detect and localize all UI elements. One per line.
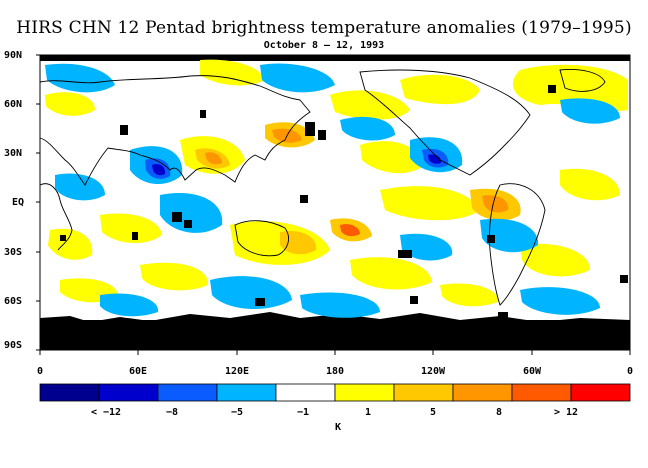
africa-outline [39, 183, 73, 251]
anomaly-patch [560, 168, 620, 201]
colorbar [39, 383, 631, 402]
south-america-outline [489, 183, 546, 306]
missing-cell [300, 195, 308, 203]
missing-cell [60, 235, 66, 241]
anomaly-patch [300, 292, 380, 318]
missing-cell [255, 298, 265, 306]
anomaly-patch [205, 152, 222, 165]
anomaly-patch [340, 116, 395, 141]
missing-cell [318, 130, 326, 140]
missing-cell [184, 220, 192, 228]
missing-cell [132, 232, 138, 240]
colorbar-label: −8 [165, 407, 179, 418]
anomaly-patch [400, 74, 480, 105]
coastlines [39, 69, 606, 306]
colorbar-label: 8 [495, 407, 503, 418]
colorbar-swatch [39, 383, 100, 402]
lat-label: 90S [4, 340, 23, 351]
anomaly-patch [48, 228, 93, 260]
anomaly-patch [520, 243, 590, 277]
colorbar-swatch [157, 383, 218, 402]
lon-label: 120W [420, 366, 446, 377]
anomaly-patch [152, 164, 166, 176]
anomaly-patch [160, 193, 223, 233]
missing-cell [487, 235, 495, 243]
colorbar-swatch [334, 383, 395, 402]
colorbar-swatch [393, 383, 454, 402]
lat-label: 60S [4, 296, 23, 307]
colorbar-label: 1 [364, 407, 372, 418]
map-title: HIRS CHN 12 Pentad brightness temperatur… [16, 18, 632, 38]
missing-cell [498, 312, 508, 320]
antarctic-edge [40, 312, 630, 330]
anomaly-patch [330, 90, 410, 120]
anomaly-patch [350, 257, 432, 290]
anomaly-patch [100, 213, 162, 244]
colorbar-label: −5 [230, 407, 244, 418]
lon-label: 180 [325, 366, 345, 377]
colorbar-swatch [98, 383, 159, 402]
missing-cell [548, 85, 556, 93]
anomaly-patch [400, 233, 453, 261]
colorbar-unit: K [335, 422, 342, 433]
lat-label: 90N [4, 50, 23, 61]
colorbar-swatch [452, 383, 513, 402]
anomaly-patch [360, 141, 425, 174]
lon-label: 60E [128, 366, 148, 377]
colorbar-label: −1 [296, 407, 310, 418]
lon-label: 0 [626, 366, 634, 377]
lat-label: 30N [4, 148, 23, 159]
missing-cell [410, 296, 418, 304]
anomaly-patch [45, 92, 95, 116]
anomaly-patch [45, 63, 115, 93]
colorbar-swatch [570, 383, 631, 402]
map-panel [39, 54, 631, 351]
lat-label: 30S [4, 247, 23, 258]
missing-cell [120, 125, 128, 135]
lon-label: 0 [36, 366, 44, 377]
missing-data-cells [60, 85, 628, 320]
colorbar-swatch [216, 383, 277, 402]
map-subtitle: October 8 – 12, 1993 [263, 40, 385, 51]
anomaly-patch [428, 154, 442, 164]
negative-anomalies [45, 63, 620, 318]
anomaly-patch [560, 98, 620, 124]
missing-cell [620, 275, 628, 283]
colorbar-label: < −12 [90, 407, 122, 418]
lat-label: EQ [12, 197, 25, 208]
greenland-outline [559, 69, 606, 92]
eurasia-outline [39, 75, 311, 186]
australia-outline [234, 220, 289, 257]
anomaly-patch [480, 218, 539, 253]
anomaly-patch [260, 63, 335, 93]
anomaly-patch [340, 224, 360, 237]
colorbar-swatch [511, 383, 572, 402]
anomaly-patch [280, 230, 317, 255]
anomaly-patch [55, 173, 105, 201]
axis-ticks [36, 54, 631, 355]
colorbar-label: 5 [429, 407, 437, 418]
missing-cell [305, 122, 315, 136]
colorbar-swatch [275, 383, 336, 402]
colorbar-label: > 12 [553, 407, 579, 418]
anomaly-patch [200, 59, 265, 86]
missing-cell [172, 212, 182, 222]
lat-label: 60N [4, 99, 23, 110]
lon-label: 60W [522, 366, 542, 377]
anomaly-patch [440, 283, 499, 307]
north-america-outline [359, 69, 531, 176]
missing-cell [398, 250, 412, 258]
anomaly-patch [520, 287, 600, 315]
anomaly-patch [210, 276, 292, 310]
arctic-missing-band [40, 55, 630, 61]
anomaly-patch [482, 195, 509, 213]
anomaly-patch [380, 186, 480, 221]
missing-cell [200, 110, 206, 118]
anomaly-patch [140, 262, 209, 291]
lon-label: 120E [224, 366, 250, 377]
anomaly-patch [100, 293, 159, 317]
